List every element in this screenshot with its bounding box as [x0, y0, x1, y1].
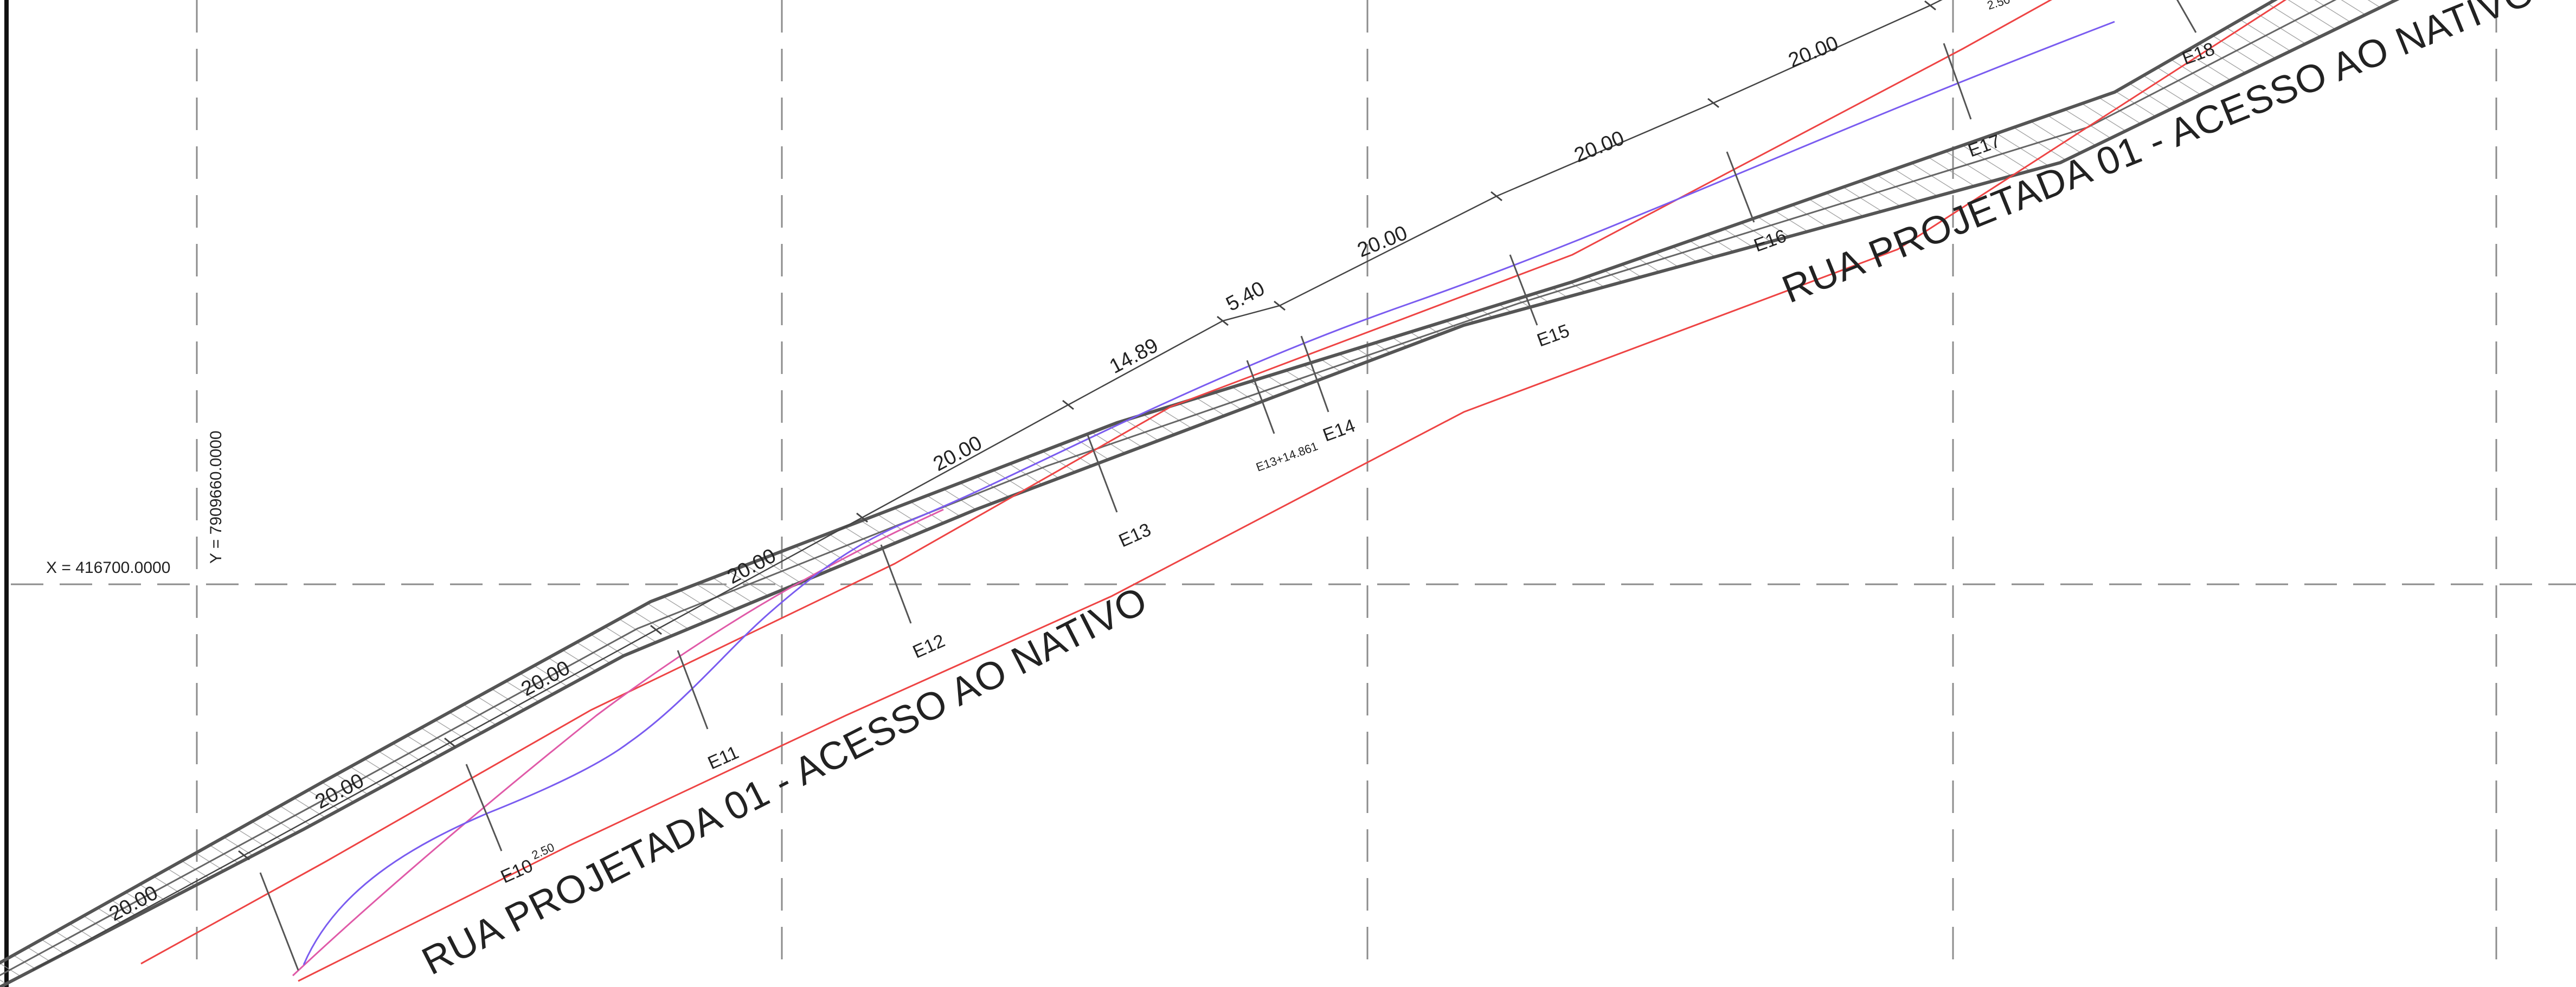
station-line — [2176, 0, 2197, 33]
station-line — [1726, 151, 1755, 223]
station-line — [465, 764, 503, 851]
road-pavement-hatch — [0, 0, 2396, 987]
station-line — [1086, 433, 1118, 513]
offset-line-lower — [298, 0, 2287, 982]
street-name-label: RUA PROJETADA 01 - ACESSO AO NATIVO — [1776, 0, 2541, 312]
station-label-e10: E10 — [498, 855, 536, 887]
station-line — [1943, 43, 1972, 120]
station-line — [1300, 336, 1329, 412]
dimension-label: 20.00 — [1785, 32, 1842, 73]
station-line — [259, 872, 299, 971]
terrain-line-purple — [303, 21, 2115, 965]
station-label-e11: E11 — [705, 742, 742, 773]
dimension-tick — [444, 737, 456, 748]
offset-line-upper — [140, 0, 2053, 965]
station-label-e15: E15 — [1534, 320, 1572, 351]
station-label-e13: E13 — [1116, 519, 1154, 551]
dimension-label: 14.89 — [1106, 334, 1162, 378]
road-edge-upper — [0, 0, 2278, 965]
road-edge-lower — [0, 0, 2400, 987]
dimension-label: 20.00 — [1571, 127, 1628, 167]
station-line — [880, 544, 912, 624]
dimension-tick — [1274, 300, 1286, 311]
dimension-ticks — [238, 0, 1936, 861]
dimension-line — [32, 0, 1943, 971]
station-line — [677, 650, 709, 730]
dimension-label: 20.00 — [930, 431, 986, 476]
street-name-label: RUA PROJETADA 01 - ACESSO AO NATIVO — [415, 578, 1154, 983]
offset-label: 2.50 — [1986, 0, 2012, 12]
station-label-e12: E12 — [910, 630, 948, 662]
dimension-tick — [238, 850, 250, 861]
dimension-tick — [856, 512, 868, 523]
dimension-label: 20.00 — [1354, 222, 1411, 262]
station-label-e13-plus: E13+14.861 — [1254, 439, 1320, 474]
x-coordinate-label: X = 416700.0000 — [46, 559, 170, 577]
y-coordinate-label: Y = 7909660.0000 — [207, 430, 225, 564]
station-lines — [259, 0, 2197, 971]
dimension-tick — [1217, 315, 1229, 326]
dimension-tick — [1707, 98, 1719, 108]
dimension-tick — [1491, 191, 1502, 202]
dimension-tick — [650, 624, 662, 635]
dimension-tick — [1062, 399, 1074, 410]
station-line — [1246, 360, 1275, 434]
station-label-e14: E14 — [1320, 415, 1358, 446]
dimension-tick — [1924, 0, 1936, 11]
station-line — [1509, 254, 1538, 326]
